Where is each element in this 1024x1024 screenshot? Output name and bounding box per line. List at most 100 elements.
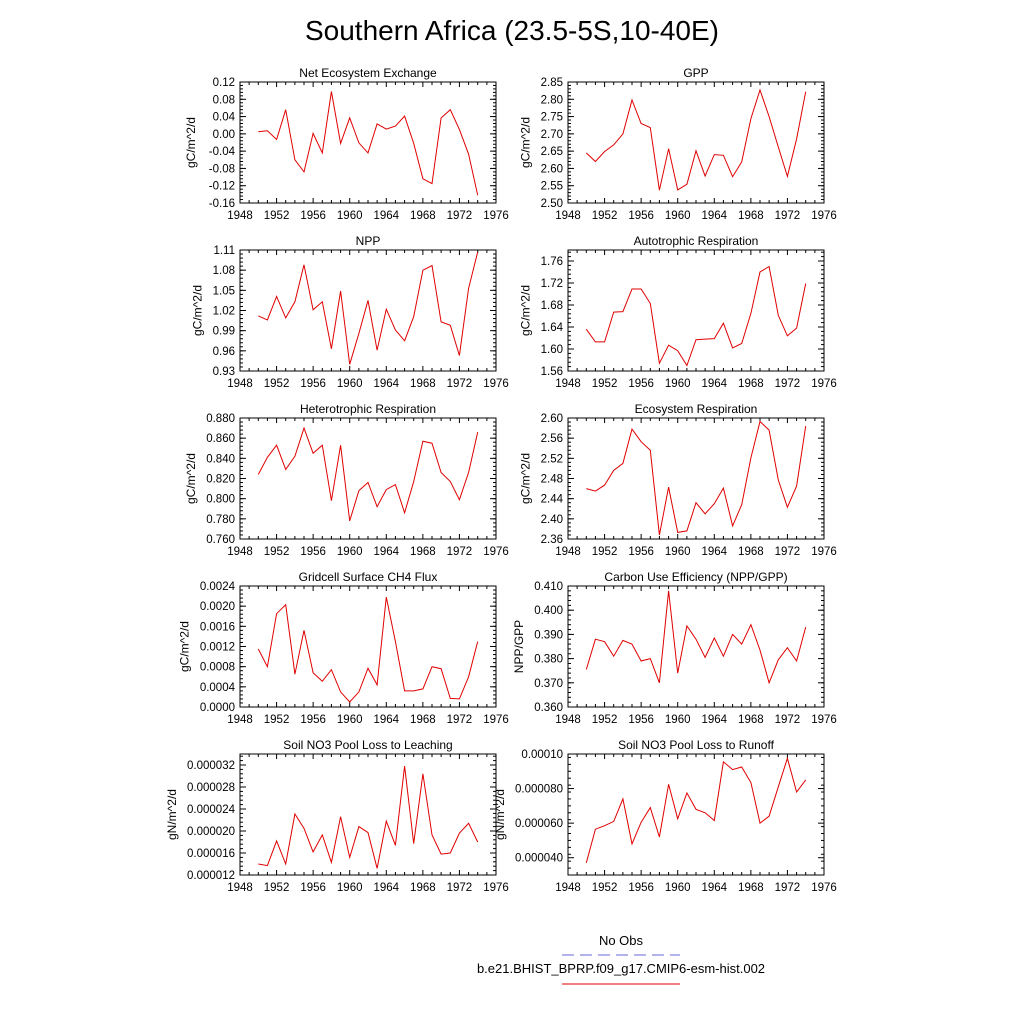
x-tick-label: 1968 <box>410 714 436 726</box>
y-tick-label: 1.64 <box>541 322 564 334</box>
x-tick-label: 1964 <box>701 546 727 558</box>
y-axis-label: gC/m^2/d <box>518 117 532 168</box>
y-tick-label: 0.0004 <box>200 682 236 694</box>
x-tick-label: 1956 <box>628 714 654 726</box>
x-tick-label: 1948 <box>555 378 581 390</box>
y-tick-label: 0.000040 <box>515 853 563 865</box>
series-line <box>586 420 807 536</box>
series-line <box>258 91 479 196</box>
x-tick-label: 1972 <box>447 882 473 894</box>
x-tick-label: 1956 <box>300 882 326 894</box>
panel-carbon-use-efficiency-npp-gpp: Carbon Use Efficiency (NPP/GPP) 1948 1952 1… <box>512 570 837 726</box>
y-tick-label: 2.48 <box>541 474 563 486</box>
y-tick-label: 0.12 <box>213 77 235 89</box>
plot-frame <box>239 249 497 372</box>
y-tick-label: 2.36 <box>541 534 563 546</box>
y-tick-label: 2.40 <box>541 514 563 526</box>
x-tick-label: 1960 <box>337 714 363 726</box>
panel-soil-no3-pool-loss-to-runoff: Soil NO3 Pool Loss to Runoff 1948 1952 1956… <box>493 738 837 894</box>
y-tick-label: 0.93 <box>213 366 235 378</box>
x-tick-label: 1952 <box>592 546 618 558</box>
x-tick-label: 1964 <box>373 882 399 894</box>
panel-ecosystem-respiration: Ecosystem Respiration 1948 1952 1956 1960 196… <box>518 402 836 558</box>
y-axis-label: gC/m^2/d <box>518 453 532 504</box>
plot-frame <box>239 753 497 876</box>
y-tick-label: 0.000060 <box>515 818 563 830</box>
plot-frame <box>239 417 497 540</box>
x-tick-label: 1960 <box>665 714 691 726</box>
series-line <box>585 590 807 685</box>
x-tick-label: 1952 <box>264 210 290 222</box>
y-tick-label: 2.55 <box>541 181 563 193</box>
series-line <box>257 426 479 522</box>
x-tick-label: 1948 <box>555 546 581 558</box>
plot-frame <box>567 81 825 204</box>
panel-title: Autotrophic Respiration <box>634 234 759 248</box>
y-tick-label: -0.16 <box>209 198 235 210</box>
y-tick-label: 0.000020 <box>187 826 235 838</box>
series-line <box>585 265 807 367</box>
x-tick-label: 1968 <box>738 546 764 558</box>
series-line <box>258 251 479 365</box>
y-tick-label: 0.99 <box>213 326 235 338</box>
y-axis-label: gC/m^2/d <box>178 621 192 672</box>
y-tick-label: 2.65 <box>541 146 563 158</box>
y-tick-label: 0.96 <box>213 346 235 358</box>
y-tick-label: 1.76 <box>541 256 563 268</box>
x-tick-label: 1948 <box>227 714 253 726</box>
x-tick-label: 1964 <box>373 546 399 558</box>
series-line <box>257 596 479 703</box>
y-tick-label: 0.08 <box>213 94 235 106</box>
x-tick-label: 1976 <box>483 546 509 558</box>
y-tick-label: 2.50 <box>541 198 563 210</box>
y-tick-label: 0.0020 <box>200 601 235 613</box>
panel-title: Ecosystem Respiration <box>635 402 758 416</box>
x-tick-label: 1960 <box>337 378 363 390</box>
y-tick-label: 0.380 <box>534 654 563 666</box>
x-tick-label: 1968 <box>738 714 764 726</box>
y-axis-label: NPP/GPP <box>512 620 526 673</box>
y-tick-label: 2.60 <box>541 163 563 175</box>
y-tick-label: -0.12 <box>209 181 235 193</box>
x-tick-label: 1972 <box>447 378 473 390</box>
x-tick-label: 1968 <box>410 882 436 894</box>
x-tick-label: 1972 <box>775 210 801 222</box>
x-tick-label: 1948 <box>555 210 581 222</box>
x-tick-label: 1960 <box>665 882 691 894</box>
y-axis-label: gN/m^2/d <box>165 789 179 840</box>
y-tick-label: 1.02 <box>213 306 235 318</box>
y-tick-label: 1.68 <box>541 300 563 312</box>
x-tick-label: 1968 <box>410 546 436 558</box>
x-tick-label: 1964 <box>701 210 727 222</box>
x-tick-label: 1976 <box>811 210 837 222</box>
x-tick-label: 1976 <box>483 210 509 222</box>
panel-gpp: GPP 1948 1952 1956 1960 1964 1968 1972 1976 2.50 2… <box>518 66 836 222</box>
x-tick-label: 1968 <box>738 378 764 390</box>
x-tick-label: 1956 <box>628 882 654 894</box>
x-tick-label: 1968 <box>738 210 764 222</box>
y-tick-label: 2.70 <box>541 129 563 141</box>
x-tick-label: 1972 <box>447 714 473 726</box>
y-tick-label: -0.08 <box>209 163 235 175</box>
y-tick-label: 0.400 <box>534 605 563 617</box>
x-tick-label: 1976 <box>811 546 837 558</box>
y-tick-label: 0.390 <box>534 629 563 641</box>
x-tick-label: 1960 <box>337 882 363 894</box>
panel-title: Gridcell Surface CH4 Flux <box>299 570 438 584</box>
panel-net-ecosystem-exchange: Net Ecosystem Exchange 1948 1952 1956 1960 19… <box>184 66 509 222</box>
x-tick-label: 1952 <box>264 882 290 894</box>
y-axis-label: gC/m^2/d <box>184 453 198 504</box>
x-tick-label: 1952 <box>264 546 290 558</box>
y-tick-label: 1.60 <box>541 344 563 356</box>
x-tick-label: 1960 <box>337 546 363 558</box>
y-tick-label: 0.000080 <box>515 784 563 796</box>
y-tick-label: 0.410 <box>534 581 563 593</box>
x-tick-label: 1972 <box>447 210 473 222</box>
y-tick-label: 0.000032 <box>187 760 235 772</box>
panel-title: GPP <box>683 66 708 80</box>
x-tick-label: 1952 <box>592 378 618 390</box>
x-tick-label: 1964 <box>373 210 399 222</box>
x-tick-label: 1964 <box>373 378 399 390</box>
x-tick-label: 1972 <box>775 378 801 390</box>
x-tick-label: 1960 <box>665 546 691 558</box>
